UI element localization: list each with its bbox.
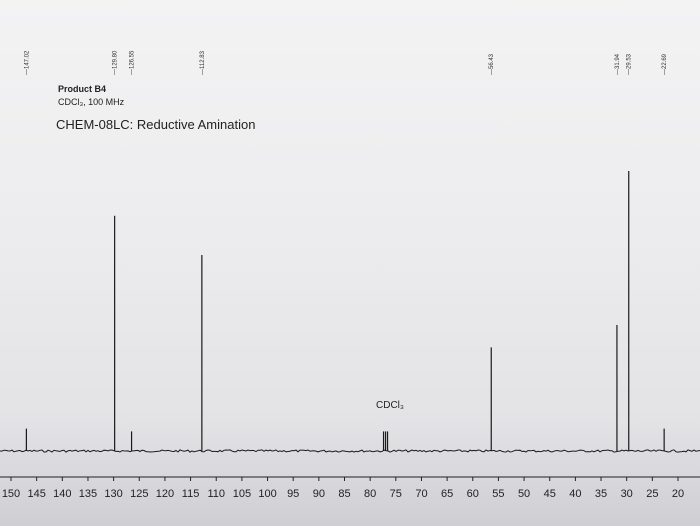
axis-tick-label: 65: [441, 488, 453, 500]
axis-tick-label: 130: [104, 488, 122, 500]
axis-tick-label: 100: [258, 488, 276, 500]
axis-tick-label: 140: [53, 488, 71, 500]
peak-shift-label: —31.94: [615, 53, 621, 75]
product-label: Product B4: [58, 84, 107, 94]
peak-shift-label: —22.69: [662, 53, 668, 75]
peak-shift-label: —129.80: [113, 50, 119, 75]
axis-tick-label: 35: [595, 488, 607, 500]
axis-tick-label: 70: [415, 488, 427, 500]
peak-shift-label: —56.43: [489, 53, 495, 75]
spectrum-peaks: [25, 171, 665, 451]
peak-shift-label: —126.55: [130, 50, 136, 75]
axis-tick-label: 145: [27, 488, 45, 500]
spectrum-baseline: [0, 449, 700, 453]
axis-tick-label: 115: [182, 488, 200, 500]
axis-tick-label: 60: [467, 488, 479, 500]
axis-tick-label: 135: [79, 488, 97, 500]
axis-tick-label: 75: [390, 488, 402, 500]
ppm-axis-ticks: 150 145 140 135 130 125 120 115 110 105 100 95 90 85 8…: [2, 477, 684, 500]
peak-labels: —147.02 —129.80 —126.55 —112.83 —56.43 —31.94…: [24, 50, 668, 75]
experiment-title: CHEM-08LC: Reductive Amination: [56, 117, 256, 132]
solvent-peak-label: CDCl₃: [376, 400, 404, 411]
peak-shift-label: —147.02: [24, 50, 30, 75]
axis-tick-label: 30: [621, 488, 633, 500]
axis-tick-label: 25: [646, 488, 658, 500]
axis-tick-label: 20: [672, 488, 684, 500]
axis-tick-label: 80: [364, 488, 376, 500]
axis-tick-label: 150: [2, 488, 20, 500]
solvent-frequency-label: CDCl₃, 100 MHz: [58, 97, 125, 107]
axis-tick-label: 105: [233, 488, 251, 500]
axis-tick-label: 90: [313, 488, 325, 500]
axis-tick-label: 110: [207, 488, 225, 500]
axis-tick-label: 50: [518, 488, 530, 500]
axis-tick-label: 125: [130, 488, 148, 500]
axis-tick-label: 45: [544, 488, 556, 500]
peak-shift-label: —112.83: [200, 50, 206, 75]
peak-shift-label: —29.53: [627, 53, 633, 75]
axis-tick-label: 85: [338, 488, 350, 500]
axis-tick-label: 40: [569, 488, 581, 500]
axis-tick-label: 55: [492, 488, 504, 500]
axis-tick-label: 95: [287, 488, 299, 500]
axis-tick-label: 120: [156, 488, 174, 500]
